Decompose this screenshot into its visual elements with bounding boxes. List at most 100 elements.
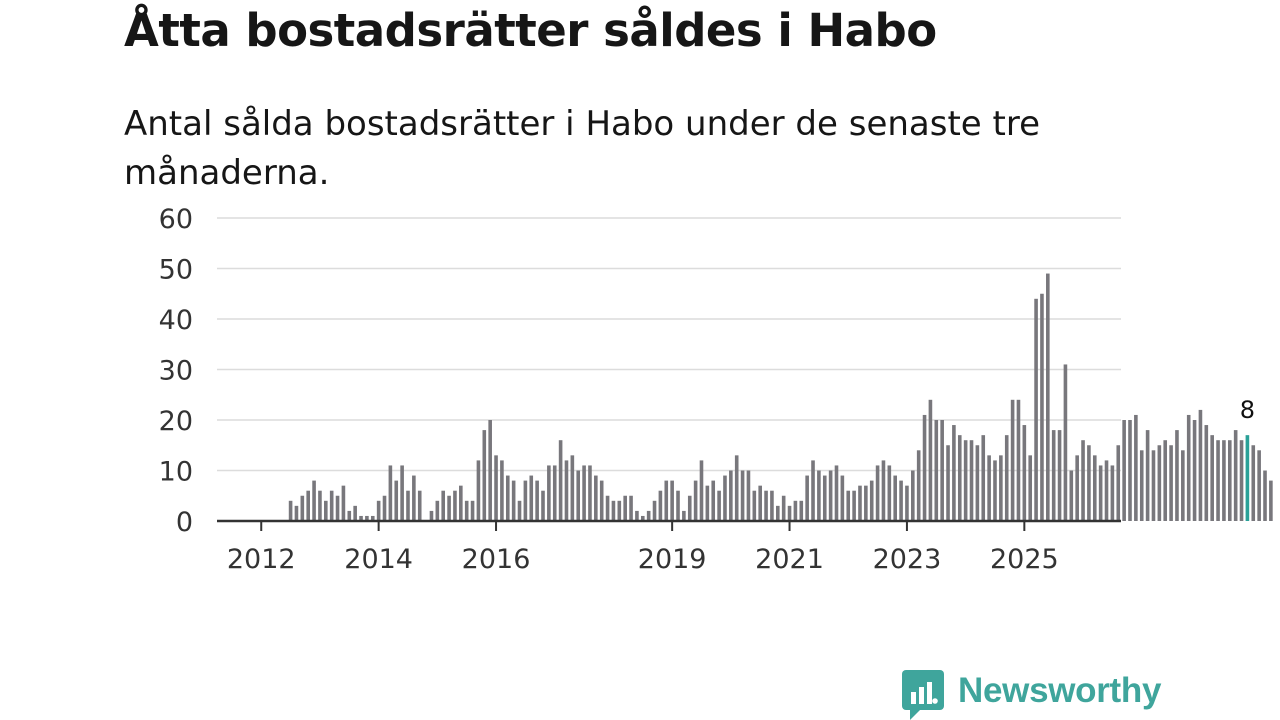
bar [564, 460, 569, 521]
x-tick-label: 2016 [462, 544, 531, 575]
x-tick-label: 2014 [344, 544, 413, 575]
bar [594, 475, 598, 521]
bar [981, 435, 986, 521]
bar [552, 465, 557, 521]
newsworthy-brand: Newsworthy [902, 670, 1161, 720]
bar [881, 460, 886, 521]
bar [1051, 430, 1056, 521]
bar [664, 480, 669, 521]
bar [999, 455, 1003, 521]
bar [306, 490, 310, 521]
bar [1128, 420, 1132, 521]
bar [805, 475, 809, 521]
bar [1181, 450, 1185, 521]
bar [887, 465, 892, 521]
y-tick-label: 60 [159, 204, 193, 235]
y-tick-label: 20 [159, 406, 193, 437]
bar [376, 500, 381, 521]
bar [488, 420, 492, 521]
bar [505, 475, 510, 521]
bar [734, 455, 739, 521]
bar [1192, 420, 1197, 521]
latest-value-label: 8 [1240, 396, 1255, 424]
latest-bar [1245, 435, 1250, 521]
bar [1186, 414, 1191, 521]
bar [623, 495, 627, 521]
bar [1198, 409, 1203, 521]
y-tick-label: 0 [176, 507, 193, 538]
bar [429, 510, 434, 521]
bar [1216, 440, 1220, 521]
bar [1134, 414, 1138, 521]
bar [1210, 435, 1214, 521]
bar [817, 470, 821, 521]
bar [470, 500, 475, 521]
y-tick-label: 30 [159, 356, 193, 387]
bar [811, 460, 815, 521]
bar [670, 480, 674, 521]
bar [758, 485, 762, 521]
bar [928, 399, 933, 521]
bar [729, 470, 733, 521]
bar [858, 485, 862, 521]
bar [500, 460, 504, 521]
bar [699, 460, 704, 521]
bar [588, 465, 592, 521]
bar [1087, 445, 1091, 521]
bar [447, 495, 451, 521]
bar [300, 495, 305, 521]
bar [482, 430, 487, 521]
x-tick-label: 2021 [755, 544, 824, 575]
bar [1110, 465, 1115, 521]
bar [1169, 445, 1173, 521]
bar [288, 500, 293, 521]
bar [646, 510, 651, 521]
bar [611, 500, 616, 521]
bar [993, 460, 997, 521]
bar [693, 480, 698, 521]
bar [746, 470, 751, 521]
bar [1004, 435, 1009, 521]
bar [523, 480, 528, 521]
bar [899, 480, 903, 521]
bar [441, 490, 446, 521]
bar [1175, 430, 1179, 521]
bar [1145, 430, 1150, 521]
bars [288, 273, 1273, 521]
bar [517, 500, 522, 521]
bar [1010, 399, 1015, 521]
bar [752, 490, 757, 521]
bar [975, 445, 980, 521]
bar [582, 465, 586, 521]
bar [1151, 450, 1156, 521]
bar [476, 460, 481, 521]
bar [400, 465, 404, 521]
bar [846, 490, 851, 521]
bar [682, 510, 686, 521]
bar [635, 510, 639, 521]
bar [394, 480, 399, 521]
bar [963, 440, 968, 521]
bar [1092, 455, 1097, 521]
bar [329, 490, 334, 521]
bar [312, 480, 316, 521]
bar [864, 485, 868, 521]
bar [723, 475, 727, 521]
bar [1116, 445, 1121, 521]
bar [1040, 293, 1044, 521]
bar [1227, 440, 1232, 521]
x-tick-label: 2019 [638, 544, 707, 575]
bar [969, 440, 974, 521]
bar [834, 465, 839, 521]
newsworthy-logo-icon [902, 670, 944, 720]
bar [1251, 445, 1256, 521]
bar [916, 450, 921, 521]
bar [1239, 440, 1244, 521]
bar [922, 414, 927, 521]
bar [717, 490, 721, 521]
bar [940, 420, 944, 521]
bar [406, 490, 410, 521]
bar [382, 495, 387, 521]
bar [1222, 440, 1226, 521]
